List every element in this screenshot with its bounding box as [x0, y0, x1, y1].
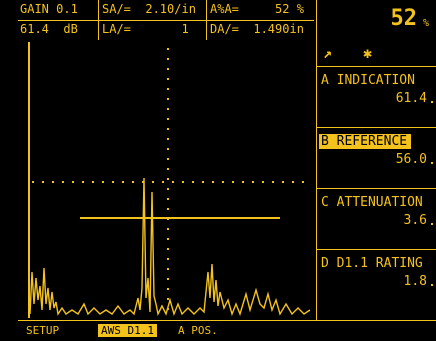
menu-item-dot: [431, 101, 433, 103]
menu-item-label: B REFERENCE: [319, 134, 412, 149]
header-divider-horizontal: [18, 20, 314, 21]
menu-item-label: D D1.1 RATING: [321, 256, 423, 271]
menu-item-dot: [431, 162, 433, 164]
gain-unit: dB: [63, 22, 78, 36]
menu-item-indication[interactable]: A INDICATION 61.4: [317, 67, 436, 128]
menu-item-value: 61.4: [395, 91, 427, 106]
menu-item-value: 1.8: [403, 274, 427, 289]
setup-tab[interactable]: SETUP: [26, 324, 60, 337]
menu-item-dot: [431, 284, 433, 286]
da-readout: DA/= 1.490in: [210, 22, 304, 36]
la-readout: LA/= 1: [102, 22, 189, 36]
bottom-menu-bar: SETUP AWS D1.1 A POS.: [18, 320, 436, 341]
a-pos-tab[interactable]: A POS.: [178, 324, 218, 337]
ramp-icon[interactable]: ↗︎: [323, 44, 333, 62]
az-readout: A%A= 52 %: [210, 2, 304, 16]
menu-item-value: 56.0: [395, 152, 427, 167]
menu-item-rating[interactable]: D D1.1 RATING 1.8: [317, 250, 436, 310]
gain-value: 61.4: [20, 22, 49, 36]
menu-item-reference[interactable]: B REFERENCE 56.0: [317, 128, 436, 189]
aws-d11-tab[interactable]: AWS D1.1: [98, 324, 157, 337]
header-bottom-border: [18, 0, 314, 40]
readout-header: GAIN 0.1 61.4 dB SA/= 2.10/in LA/= 1 A%A…: [18, 0, 314, 40]
gain-label-readout: GAIN 0.1: [20, 2, 78, 16]
side-menu: ↗︎ ✱ A INDICATION 61.4 B REFERENCE 56.0 …: [316, 40, 436, 320]
gain-label: GAIN: [20, 2, 49, 16]
menu-item-label: C ATTENUATION: [321, 195, 423, 210]
menu-item-value: 3.6: [403, 213, 427, 228]
gain-step: 0.1: [56, 2, 78, 16]
sa-readout: SA/= 2.10/in: [102, 2, 196, 16]
menu-item-label: A INDICATION: [321, 73, 415, 88]
percent-unit: %: [422, 18, 429, 29]
a-scan-waveform: [29, 177, 311, 317]
menu-item-attenuation[interactable]: C ATTENUATION 3.6: [317, 189, 436, 250]
percent-readout: 52 %: [316, 0, 435, 40]
a-scan-plot: [29, 48, 311, 317]
star-icon[interactable]: ✱: [363, 44, 373, 62]
side-menu-icons: ↗︎ ✱: [317, 40, 436, 67]
percent-value: 52: [390, 6, 418, 31]
plot-left-axis: [28, 42, 30, 318]
menu-item-dot: [431, 223, 433, 225]
ultrasonic-flaw-detector-screen: GAIN 0.1 61.4 dB SA/= 2.10/in LA/= 1 A%A…: [18, 0, 436, 340]
gain-value-readout: 61.4 dB: [20, 22, 78, 36]
